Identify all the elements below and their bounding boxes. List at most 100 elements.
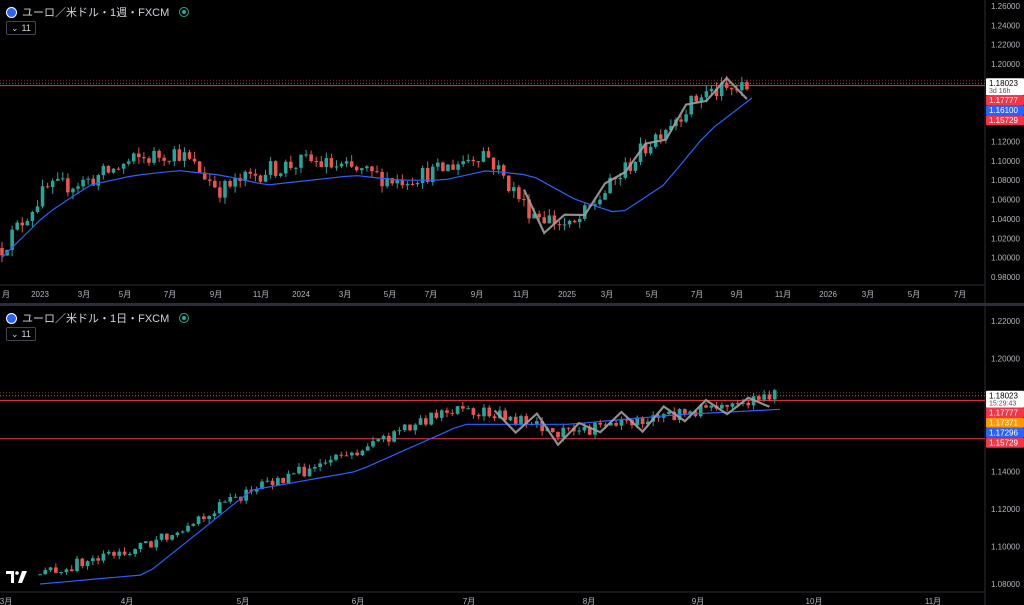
candle-body [354, 166, 359, 171]
candle-body [508, 416, 513, 421]
candle-body [498, 410, 502, 419]
candle-body [415, 183, 420, 185]
candle-body [757, 396, 761, 400]
candle-body [608, 177, 612, 194]
candle-body [506, 175, 511, 192]
candle-body [698, 405, 703, 417]
candle-body [128, 553, 132, 555]
x-tick-label: 10月 [806, 597, 823, 605]
pane-divider[interactable] [0, 303, 1024, 306]
daily-chart[interactable]: 1.220001.200001.180001.160001.140001.120… [0, 306, 1024, 605]
candle-body [138, 543, 143, 550]
candle-body [286, 473, 291, 483]
candle-body [192, 158, 197, 162]
candle-body [609, 423, 613, 426]
y-tick-label: 1.10000 [991, 157, 1020, 166]
candle-body [309, 154, 313, 162]
candle-body [76, 186, 80, 189]
x-tick-label: 5月 [646, 290, 658, 299]
candle-body [537, 213, 541, 218]
candle-body [15, 222, 19, 230]
candle-body [228, 497, 233, 502]
x-tick-label: 6月 [352, 597, 364, 605]
market-status-icon [179, 7, 190, 17]
candle-body [233, 177, 237, 187]
candle-body [420, 168, 425, 184]
x-tick-label: 7月 [463, 597, 475, 605]
price-label-text: 1.18023 [989, 79, 1018, 88]
candle-body [85, 561, 90, 567]
candle-body [598, 199, 602, 205]
candle-body [40, 186, 45, 207]
candle-body [439, 410, 444, 418]
weekly-chart-panel[interactable]: 1.260001.240001.220001.200001.180001.160… [0, 0, 1024, 303]
y-tick-label: 1.22000 [991, 41, 1020, 50]
weekly-ma-toggle[interactable]: ⌄ 11 [6, 21, 36, 35]
candle-body [329, 158, 334, 168]
candle-body [71, 188, 75, 193]
candle-body [152, 150, 156, 163]
candle-body [735, 403, 740, 405]
daily-legend: ユーロ／米ドル・1日・FXCM [6, 310, 190, 326]
candle-body [740, 82, 744, 91]
candle-body [672, 411, 677, 420]
x-tick-label: 9月 [731, 290, 743, 299]
candle-body [349, 161, 354, 167]
candle-body [552, 215, 557, 225]
candle-body [714, 88, 719, 97]
candle-body [212, 513, 217, 517]
candle-body [561, 427, 566, 438]
candle-body [339, 163, 344, 167]
candle-body [54, 567, 58, 573]
candle-body [614, 423, 618, 426]
candle-body [745, 82, 749, 90]
daily-ma-toggle[interactable]: ⌄ 11 [6, 327, 36, 341]
x-tick-label: 5月 [384, 290, 396, 299]
candle-body [111, 168, 116, 173]
weekly-ma-label: 11 [21, 23, 31, 33]
candle-body [418, 418, 423, 425]
y-tick-label: 1.14000 [991, 467, 1020, 476]
price-label-badge [986, 407, 1024, 418]
candle-body [603, 424, 608, 426]
candle-body [720, 404, 724, 409]
candle-body [170, 535, 174, 540]
candle-body [434, 412, 439, 418]
candle-body [350, 452, 354, 456]
candle-body [297, 466, 301, 474]
y-tick-label: 1.08000 [991, 176, 1020, 185]
candle-body [445, 410, 449, 413]
candle-body [45, 186, 50, 188]
daily-chart-panel[interactable]: 1.220001.200001.180001.160001.140001.120… [0, 306, 1024, 605]
candle-body [334, 166, 339, 168]
candle-body [96, 558, 100, 561]
price-label-text: 1.15729 [989, 116, 1018, 125]
candle-body [430, 166, 435, 183]
candle-body [0, 247, 4, 256]
candle-body [223, 181, 227, 198]
candle-body [131, 153, 136, 162]
x-tick-label: 11月 [513, 290, 529, 299]
candle-body [603, 193, 607, 200]
weekly-chart[interactable]: 1.260001.240001.220001.200001.180001.160… [0, 0, 1024, 303]
candle-body [624, 419, 629, 421]
candle-body [276, 477, 280, 486]
candle-body [694, 95, 699, 102]
candle-body [91, 178, 95, 186]
x-tick-label: 7月 [164, 290, 176, 299]
candle-body [593, 204, 597, 206]
candle-body [365, 446, 370, 451]
candle-body [302, 466, 307, 477]
candle-body [413, 424, 418, 431]
candle-body [187, 152, 192, 159]
candle-body [186, 525, 190, 532]
tradingview-logo-icon[interactable] [6, 571, 28, 583]
candle-body [562, 224, 567, 226]
x-tick-label: 3月 [78, 290, 90, 299]
price-label-badge [986, 390, 1024, 408]
candle-body [344, 161, 349, 164]
candle-body [207, 516, 211, 519]
candle-body [451, 164, 455, 170]
candle-body [59, 572, 63, 574]
candle-body [202, 516, 206, 519]
